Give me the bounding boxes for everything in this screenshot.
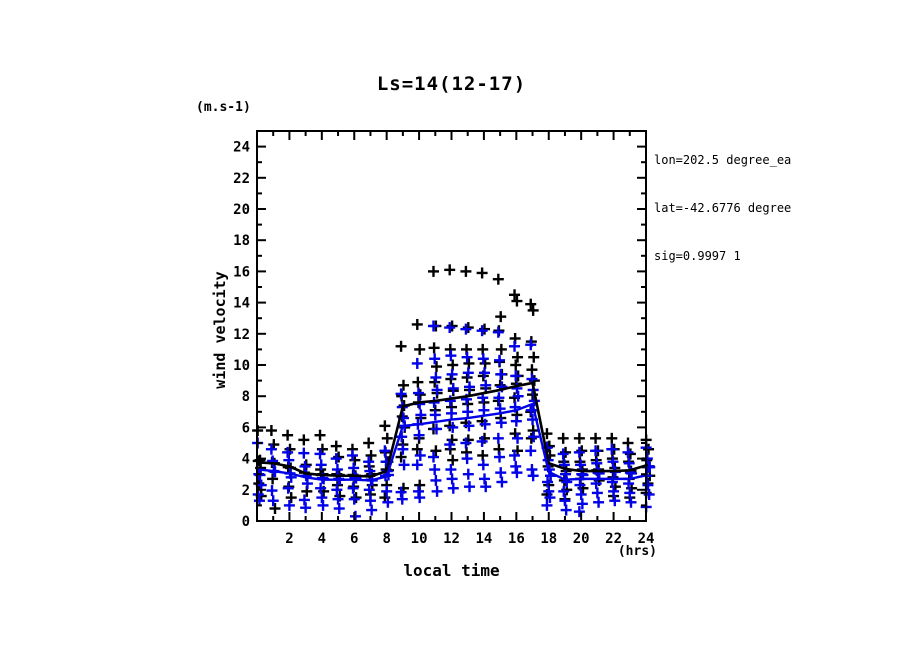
- y-tick-label: 20: [233, 202, 250, 218]
- annotation-sig: sig=0.9997 1: [654, 249, 741, 263]
- y-tick-label: 4: [242, 452, 250, 468]
- x-tick-label: 12: [443, 531, 460, 547]
- y-tick-label: 0: [242, 514, 250, 530]
- y-tick-label: 6: [242, 420, 250, 436]
- y-tick-label: 12: [233, 327, 250, 343]
- axes: 2 4 6 8 10 12 14 16 18 20 22 2402468101214161820222…: [233, 130, 655, 547]
- mean-line-blue: [259, 402, 649, 482]
- x-tick-label: 14: [475, 531, 492, 547]
- y-tick-label: 8: [242, 389, 250, 405]
- x-tick-label: 2: [285, 531, 293, 547]
- y-tick-label: 14: [233, 296, 250, 312]
- x-tick-label: 10: [411, 531, 428, 547]
- x-tick-label: 16: [508, 531, 525, 547]
- chart-title: Ls=14(12-17): [376, 73, 527, 95]
- y-axis-title: wind velocity: [211, 271, 229, 389]
- annotation-lon: lon=202.5 degree_ea: [654, 153, 792, 167]
- y-tick-label: 10: [233, 358, 250, 374]
- annotation-lat: lat=-42.6776 degree: [654, 201, 792, 215]
- x-tick-label: 6: [350, 531, 358, 547]
- y-tick-label: 22: [233, 171, 250, 187]
- scatter-blue: [252, 320, 656, 522]
- y-axis-units-label: (m.s-1): [196, 100, 251, 115]
- y-tick-label: 18: [233, 233, 250, 249]
- y-tick-label: 16: [233, 264, 250, 280]
- x-tick-label: 20: [573, 531, 590, 547]
- x-tick-label: 4: [318, 531, 326, 547]
- x-axis-units-label: (hrs): [617, 544, 657, 559]
- y-tick-label: 24: [233, 140, 250, 156]
- x-tick-label: 24: [638, 531, 655, 547]
- x-tick-label: 8: [382, 531, 390, 547]
- mean-line-black: [259, 381, 649, 478]
- x-tick-label: 18: [540, 531, 557, 547]
- y-tick-label: 2: [242, 483, 250, 499]
- x-axis-title: local time: [403, 561, 500, 580]
- x-tick-label: 22: [605, 531, 622, 547]
- metadata-annotation: lon=202.5 degree_ea lat=-42.6776 degree …: [654, 120, 791, 296]
